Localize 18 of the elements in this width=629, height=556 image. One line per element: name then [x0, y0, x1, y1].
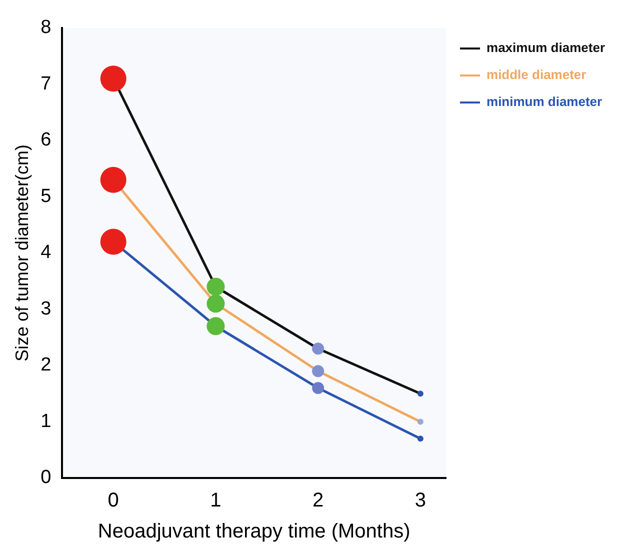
y-tick-label: 1 [40, 410, 52, 432]
x-tick-label: 2 [312, 490, 324, 512]
y-tick-label: 8 [40, 17, 52, 38]
legend-label: maximum diameter [486, 40, 606, 56]
x-tick-label: 0 [108, 490, 119, 512]
x-tick-label: 3 [414, 490, 426, 512]
y-tick-label: 6 [40, 130, 52, 151]
y-tick-label: 0 [40, 467, 52, 488]
legend-label: middle diameter [486, 67, 586, 82]
x-axis-title: Neoadjuvant therapy time (Months) [98, 520, 410, 543]
legend-label: minimum diameter [486, 94, 602, 110]
y-axis-title: Size of tumor diameter(cm) [12, 144, 32, 362]
x-tick-label: 1 [210, 490, 222, 512]
y-tick-label: 2 [40, 354, 52, 376]
y-tick-label: 3 [40, 298, 52, 320]
y-tick-label: 5 [40, 186, 52, 207]
y-tick-label: 7 [40, 73, 52, 94]
y-tick-label: 4 [40, 242, 52, 264]
